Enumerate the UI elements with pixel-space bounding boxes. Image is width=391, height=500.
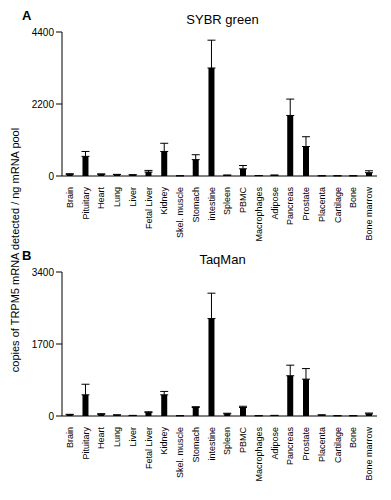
svg-text:Liver: Liver	[128, 187, 138, 207]
svg-text:Kidney: Kidney	[159, 427, 169, 455]
html-text:SYBR green: SYBR green	[186, 12, 259, 27]
html-text:B: B	[22, 248, 32, 263]
svg-text:Prostate: Prostate	[301, 187, 311, 221]
svg-text:Placenta: Placenta	[317, 187, 327, 222]
svg-text:Fetal Liver: Fetal Liver	[144, 187, 154, 229]
svg-text:Heart: Heart	[96, 187, 106, 210]
svg-text:Cartilage: Cartilage	[333, 427, 343, 463]
svg-text:Pancreas: Pancreas	[285, 187, 295, 226]
html-text:A: A	[22, 8, 32, 23]
svg-text:3400: 3400	[32, 267, 55, 278]
svg-text:0: 0	[48, 411, 54, 422]
svg-text:Macrophages: Macrophages	[254, 427, 264, 482]
svg-text:Adipose: Adipose	[270, 187, 280, 220]
html-text:TaqMan: TaqMan	[199, 252, 246, 267]
svg-text:PBMC: PBMC	[238, 427, 248, 454]
svg-text:Kidney: Kidney	[159, 187, 169, 215]
svg-text:Stomach: Stomach	[191, 427, 201, 463]
html-text:copies of TRPM5 mRNA detected: copies of TRPM5 mRNA detected / ng mRNA …	[9, 127, 21, 373]
svg-text:PBMC: PBMC	[238, 187, 248, 214]
svg-text:Stomach: Stomach	[191, 187, 201, 223]
svg-text:Cartilage: Cartilage	[333, 187, 343, 223]
svg-text:Heart: Heart	[96, 427, 106, 450]
svg-text:Bone marrow: Bone marrow	[364, 187, 374, 241]
svg-text:Skel. muscle: Skel. muscle	[175, 187, 185, 238]
svg-text:Brain: Brain	[65, 187, 75, 208]
svg-text:Pituitary: Pituitary	[81, 427, 91, 460]
svg-text:Brain: Brain	[65, 427, 75, 448]
svg-text:Lung: Lung	[112, 427, 122, 447]
svg-text:0: 0	[48, 171, 54, 182]
svg-text:Skel. muscle: Skel. muscle	[175, 427, 185, 478]
svg-text:Lung: Lung	[112, 187, 122, 207]
svg-text:intestine: intestine	[207, 427, 217, 461]
svg-text:Pancreas: Pancreas	[285, 427, 295, 466]
svg-text:Bone: Bone	[348, 427, 358, 448]
svg-text:4400: 4400	[32, 27, 55, 38]
svg-text:intestine: intestine	[207, 187, 217, 221]
svg-text:Macrophages: Macrophages	[254, 187, 264, 242]
svg-text:Liver: Liver	[128, 427, 138, 447]
svg-text:Fetal Liver: Fetal Liver	[144, 427, 154, 469]
svg-text:Bone: Bone	[348, 187, 358, 208]
svg-text:Placenta: Placenta	[317, 427, 327, 462]
svg-text:Bone marrow: Bone marrow	[364, 427, 374, 481]
svg-text:Adipose: Adipose	[270, 427, 280, 460]
svg-text:Spleen: Spleen	[222, 187, 232, 215]
svg-text:1700: 1700	[32, 339, 55, 350]
svg-text:Pituitary: Pituitary	[81, 187, 91, 220]
svg-text:2200: 2200	[32, 99, 55, 110]
svg-text:Prostate: Prostate	[301, 427, 311, 461]
svg-text:Spleen: Spleen	[222, 427, 232, 455]
